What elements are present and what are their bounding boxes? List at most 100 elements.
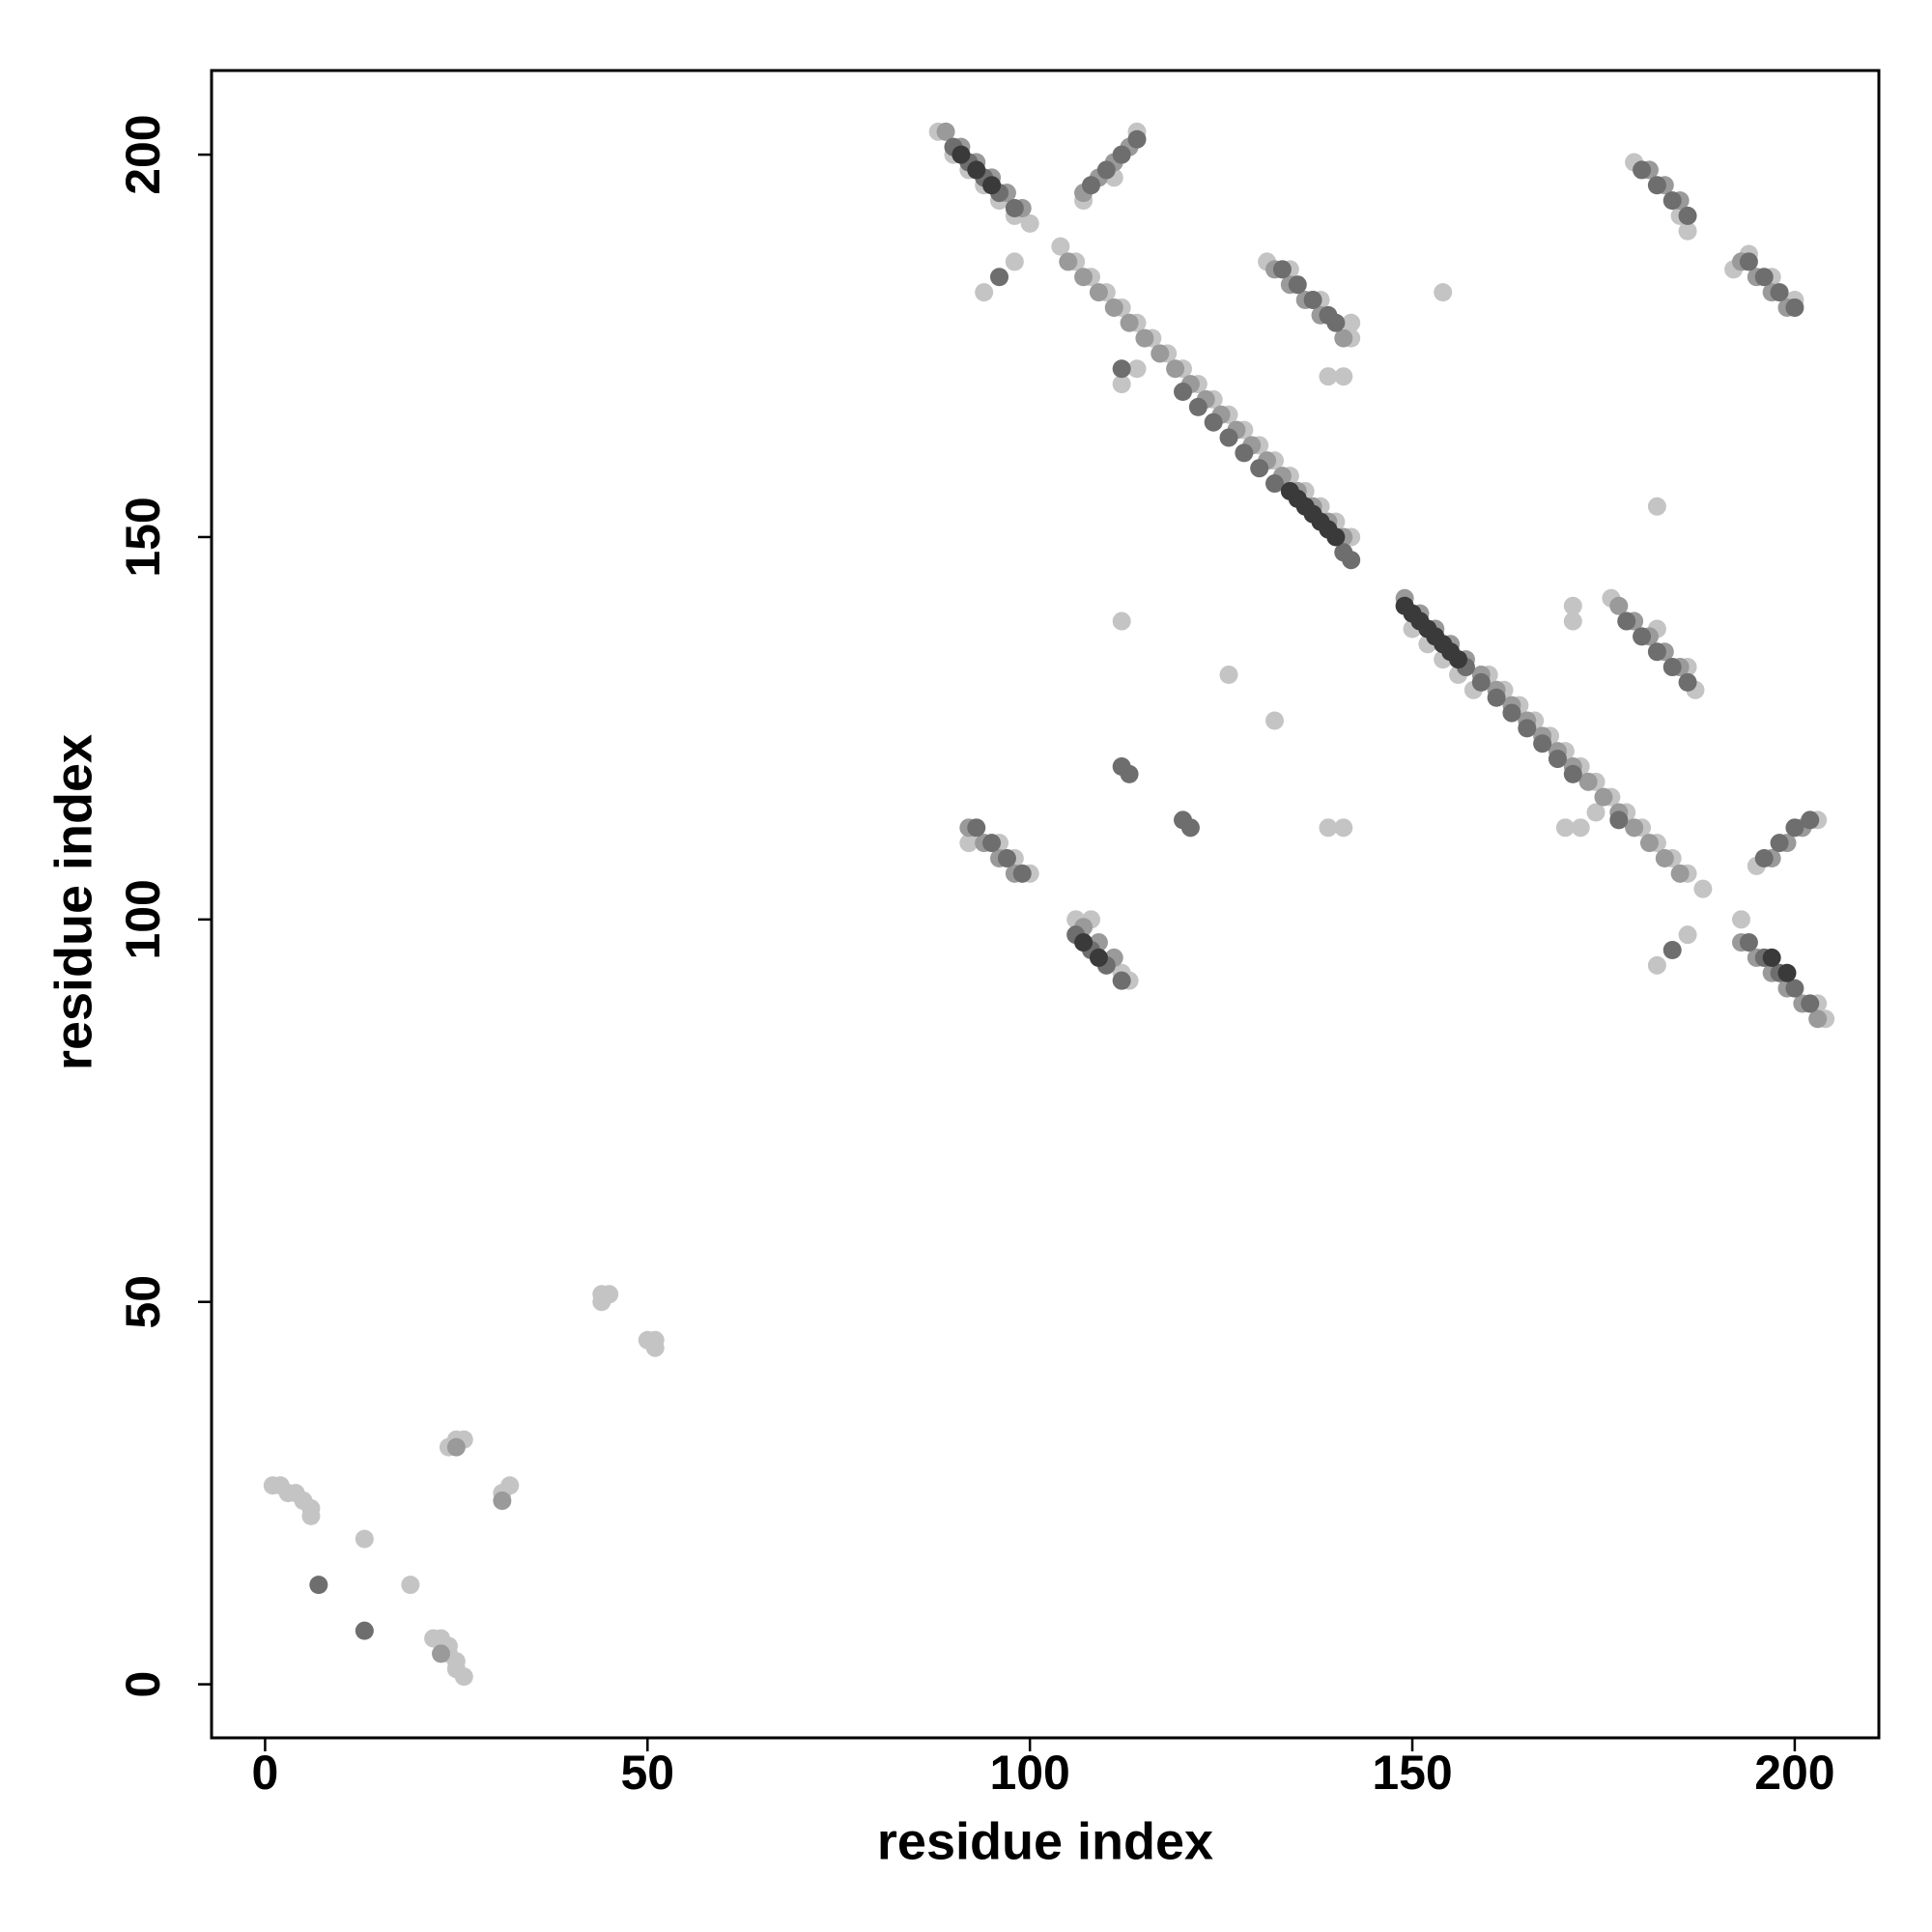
point (1633, 160, 1652, 180)
point (1334, 328, 1353, 348)
point (1342, 313, 1361, 332)
point (1563, 611, 1582, 631)
point (1678, 206, 1697, 225)
point (997, 848, 1016, 867)
point (1678, 925, 1697, 945)
point (1020, 213, 1039, 233)
point (952, 145, 971, 164)
point (454, 1667, 473, 1687)
point (1074, 268, 1094, 287)
point (1739, 252, 1758, 271)
point (1662, 658, 1682, 677)
y-tick-label: 0 (116, 1671, 170, 1698)
point (1586, 803, 1605, 822)
point (1647, 176, 1666, 195)
point (1563, 596, 1582, 615)
point (1801, 994, 1820, 1013)
point (1005, 199, 1024, 218)
point (1785, 298, 1804, 317)
point (1188, 397, 1208, 416)
point (1754, 268, 1774, 287)
point (1112, 971, 1131, 990)
y-tick-label: 50 (116, 1275, 170, 1329)
point (1112, 359, 1131, 379)
x-tick-label: 50 (620, 1746, 674, 1800)
point (645, 1338, 665, 1357)
point (1089, 948, 1108, 967)
point (1326, 527, 1346, 547)
point (1303, 291, 1322, 310)
point (446, 1437, 466, 1457)
point (1012, 864, 1032, 883)
point (1112, 611, 1131, 631)
point (1334, 818, 1353, 838)
point (936, 122, 955, 141)
point (1548, 750, 1567, 769)
point (1288, 275, 1307, 295)
point (1678, 672, 1697, 692)
point (1334, 367, 1353, 386)
point (500, 1476, 520, 1495)
y-tick-label: 100 (116, 879, 170, 959)
point (401, 1576, 420, 1595)
point (1204, 412, 1223, 432)
point (1174, 383, 1193, 402)
point (1785, 818, 1804, 838)
point (1449, 650, 1468, 669)
point (1265, 711, 1285, 730)
point (975, 283, 994, 302)
point (1655, 848, 1674, 867)
point (1135, 328, 1154, 348)
point (1235, 443, 1254, 463)
point (1051, 237, 1070, 256)
y-tick-label: 200 (116, 114, 170, 194)
point (1120, 313, 1139, 332)
point (1326, 313, 1346, 332)
point (1808, 1009, 1828, 1029)
point (967, 818, 986, 838)
x-tick-label: 0 (252, 1746, 279, 1800)
point (1731, 910, 1750, 929)
point (355, 1529, 374, 1548)
point (1112, 145, 1131, 164)
point (1005, 252, 1024, 271)
point (1762, 948, 1781, 967)
point (1578, 772, 1598, 791)
point (1625, 818, 1644, 838)
point (1770, 834, 1789, 853)
point (1089, 283, 1108, 302)
point (1563, 764, 1582, 783)
point (1617, 611, 1636, 631)
point (1518, 719, 1537, 738)
point (1594, 787, 1613, 807)
point (1801, 810, 1820, 830)
point (301, 1506, 321, 1525)
point (1533, 734, 1552, 753)
point (432, 1644, 451, 1663)
point (493, 1492, 512, 1511)
point (982, 834, 1002, 853)
point (1082, 176, 1101, 195)
point (1112, 375, 1131, 394)
point (1096, 160, 1116, 180)
point (1219, 428, 1238, 447)
point (1770, 283, 1789, 302)
point (1265, 474, 1285, 494)
point (959, 834, 979, 853)
point (1647, 955, 1666, 975)
point (982, 176, 1002, 195)
point (1127, 359, 1147, 379)
point (1639, 834, 1659, 853)
point (1342, 551, 1361, 570)
point (1219, 665, 1238, 684)
plot-frame (210, 69, 1881, 1740)
point (967, 160, 986, 180)
point (1633, 627, 1652, 646)
point (1166, 359, 1185, 379)
point (989, 268, 1009, 287)
point (355, 1621, 374, 1640)
point (1609, 596, 1629, 615)
point (1151, 344, 1170, 363)
point (1555, 818, 1575, 838)
